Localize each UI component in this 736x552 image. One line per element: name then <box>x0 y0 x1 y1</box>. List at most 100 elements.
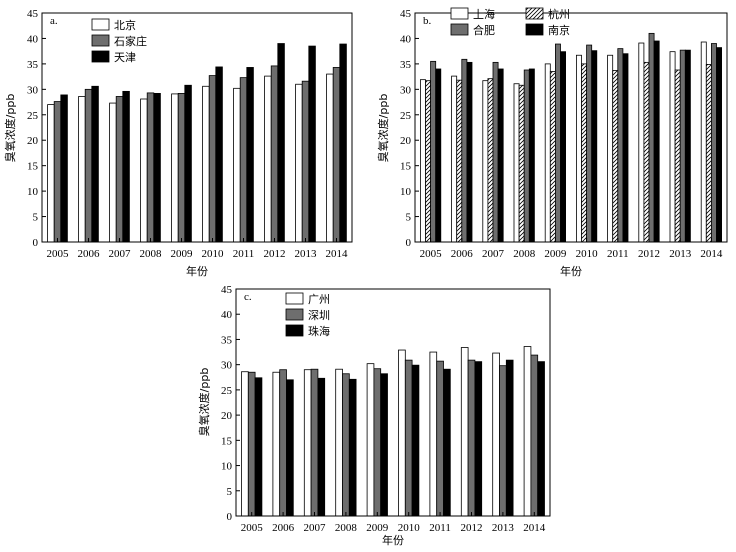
bar-南京-2014 <box>716 47 722 243</box>
bar-合肥-2010 <box>586 44 593 243</box>
y-tick-label: 35 <box>221 334 233 346</box>
bar-杭州-2008 <box>518 84 525 243</box>
bar-深圳-2009 <box>373 368 382 517</box>
plot-frame <box>414 12 728 243</box>
y-tick-label: 15 <box>27 161 39 173</box>
legend-swatch-北京 <box>91 18 110 31</box>
x-tick-label: 2013 <box>669 248 692 260</box>
chart-b: 0 5 10 15 20 25 30 35 40 45 2005 2006 2007 2008 2009 20… <box>376 7 728 278</box>
bar-南京-2010 <box>591 50 598 243</box>
legend-swatch-珠海 <box>285 324 304 337</box>
legend-label-北京: 北京 <box>114 18 136 32</box>
panel-label: c. <box>244 291 252 303</box>
bar-深圳-2013 <box>499 365 507 517</box>
x-tick-label: 2013 <box>295 248 318 260</box>
bar-珠海-2011 <box>443 368 451 517</box>
bar-石家庄-2008 <box>146 92 155 243</box>
bar-天津-2005 <box>60 94 68 243</box>
bar-石家庄-2009 <box>177 93 186 243</box>
y-tick-label: 30 <box>221 360 233 372</box>
bar-南京-2009 <box>560 51 566 243</box>
bar-广州-2014 <box>523 346 532 517</box>
bar-合肥-2008 <box>523 69 530 243</box>
bar-上海-2010 <box>576 54 582 243</box>
bar-广州-2005 <box>241 371 249 517</box>
y-tick-label: 15 <box>400 161 412 173</box>
bar-合肥-2006 <box>461 58 468 243</box>
y-axis-title: 臭氧浓度/ppb <box>376 94 390 163</box>
x-tick-label: 2010 <box>398 522 421 534</box>
bar-深圳-2014 <box>530 354 539 517</box>
bar-北京-2011 <box>233 87 241 243</box>
bar-天津-2013 <box>308 45 316 243</box>
bar-南京-2006 <box>466 61 473 243</box>
x-tick-label: 2007 <box>109 248 132 260</box>
x-axis-title: 年份 <box>560 264 582 278</box>
legend-label-南京: 南京 <box>548 23 570 37</box>
x-tick-label: 2010 <box>202 248 225 260</box>
y-tick-label: 10 <box>27 186 39 198</box>
bar-南京-2011 <box>622 53 629 243</box>
bar-天津-2012 <box>277 43 285 243</box>
bar-上海-2005 <box>419 79 426 243</box>
x-tick-label: 2009 <box>171 248 194 260</box>
bar-广州-2011 <box>429 351 438 517</box>
bar-广州-2008 <box>335 368 343 517</box>
bar-天津-2008 <box>153 93 161 243</box>
y-tick-label: 0 <box>227 511 233 523</box>
legend-swatch-杭州 <box>525 7 544 20</box>
bar-北京-2009 <box>171 93 179 243</box>
bar-深圳-2005 <box>247 371 256 517</box>
bar-珠海-2005 <box>254 377 263 517</box>
bar-深圳-2012 <box>467 359 476 517</box>
legend-label-上海: 上海 <box>473 7 495 21</box>
x-tick-label: 2012 <box>461 522 483 534</box>
bar-深圳-2011 <box>436 360 444 517</box>
y-tick-label: 10 <box>221 461 233 473</box>
legend-swatch-合肥 <box>450 23 469 36</box>
x-tick-label: 2008 <box>335 522 358 534</box>
bar-珠海-2007 <box>317 377 326 517</box>
legend-swatch-广州 <box>285 292 304 305</box>
y-tick-label: 5 <box>227 486 233 498</box>
chart-a: 0 5 10 15 20 25 30 35 40 45 2005 2006 2007 2008 2009 20… <box>3 8 353 278</box>
x-tick-label: 2005 <box>420 248 443 260</box>
bar-北京-2007 <box>109 102 117 243</box>
panel-label: a. <box>50 15 58 27</box>
bar-杭州-2007 <box>487 78 494 243</box>
bar-珠海-2006 <box>286 379 294 517</box>
y-tick-label: 25 <box>221 385 233 397</box>
x-axis-title: 年份 <box>382 533 404 547</box>
legend-label-合肥: 合肥 <box>473 23 495 37</box>
y-tick-label: 45 <box>221 284 233 296</box>
bar-石家庄-2010 <box>208 75 217 243</box>
bar-北京-2006 <box>78 96 86 243</box>
legend-swatch-深圳 <box>285 308 304 321</box>
y-tick-label: 30 <box>27 84 39 96</box>
bar-珠海-2013 <box>505 359 514 517</box>
bar-石家庄-2012 <box>270 65 279 243</box>
y-tick-label: 20 <box>27 135 39 147</box>
bar-上海-2009 <box>544 63 551 243</box>
bar-广州-2012 <box>460 347 469 517</box>
x-tick-label: 2005 <box>241 522 264 534</box>
bar-合肥-2014 <box>711 43 717 243</box>
bar-深圳-2007 <box>310 368 319 517</box>
bar-上海-2007 <box>482 80 489 243</box>
bar-合肥-2012 <box>648 32 655 243</box>
y-tick-label: 5 <box>406 212 412 224</box>
bar-广州-2010 <box>398 349 406 517</box>
x-tick-label: 2005 <box>47 248 70 260</box>
bar-天津-2006 <box>91 85 99 243</box>
bar-广州-2007 <box>303 369 312 517</box>
legend-label-珠海: 珠海 <box>308 324 330 338</box>
x-tick-label: 2012 <box>638 248 660 260</box>
bar-珠海-2014 <box>537 361 545 517</box>
panel-label: b. <box>423 15 432 27</box>
y-tick-label: 10 <box>400 186 412 198</box>
x-tick-label: 2011 <box>607 248 629 260</box>
bar-杭州-2011 <box>612 70 619 243</box>
bar-石家庄-2014 <box>332 67 341 243</box>
bar-广州-2013 <box>492 352 500 517</box>
bar-上海-2013 <box>669 51 676 243</box>
